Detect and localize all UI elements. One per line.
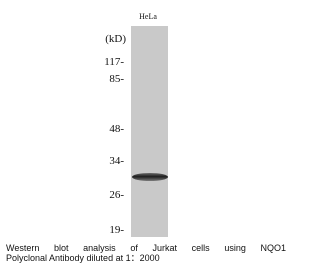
caption-line: Polyclonal Antibody diluted at 1：2000 [6,253,286,263]
marker-label: 34- [109,155,124,167]
marker-label: 48- [109,123,124,135]
unit-label: (kD) [105,33,126,45]
gel-lane [131,26,168,237]
marker-label: 26- [109,189,124,201]
marker-label: 117- [104,56,124,68]
protein-band [132,173,168,181]
lane-label: HeLa [139,12,157,21]
figure: HeLa (kD) 117- 85- 48- 34- 26- 19- Weste… [0,0,289,277]
marker-label: 19- [109,224,124,236]
caption-line: Western blot analysis of Jurkat cells us… [6,243,286,253]
blot: HeLa (kD) 117- 85- 48- 34- 26- 19- [0,0,289,277]
marker-label: 85- [109,73,124,85]
